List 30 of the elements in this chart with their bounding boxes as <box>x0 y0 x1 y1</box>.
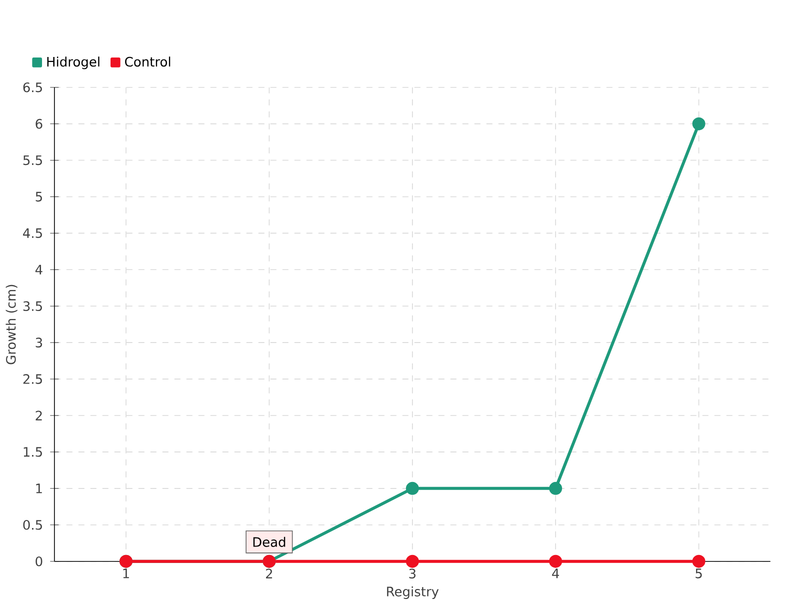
annotation: Dead <box>253 536 286 547</box>
x-tick-label: 2 <box>266 568 272 578</box>
y-tick-label: 4.5 <box>23 228 42 238</box>
point <box>549 482 562 495</box>
y-tick-label: 0 <box>36 556 42 566</box>
y-tick-label: 1.5 <box>24 447 42 457</box>
y-tick-label: 2 <box>36 410 42 420</box>
y-tick-label: 6 <box>36 118 42 129</box>
y-tick-label: 2.5 <box>23 374 42 384</box>
y-tick-label: 0.5 <box>23 520 42 530</box>
y-tick-label: 6.5 <box>23 82 42 92</box>
x-tick-label: 4 <box>552 568 559 578</box>
y-tick-label: 4 <box>35 264 42 274</box>
y-axis-title: Growth (cm) <box>6 284 18 364</box>
y-tick-label: 1 <box>36 484 42 494</box>
x-tick-label: 1 <box>123 568 129 578</box>
y-tick-label: 5.5 <box>23 155 42 166</box>
point <box>692 554 706 568</box>
point <box>549 554 562 568</box>
x-axis-title: Registry <box>387 586 439 599</box>
legend-label: Control <box>125 56 170 67</box>
point <box>406 482 419 495</box>
point <box>406 554 419 568</box>
x-tick-label: 5 <box>696 568 702 578</box>
legend-label: Hidrogel <box>47 56 100 70</box>
x-tick-label: 3 <box>409 568 416 579</box>
y-tick-label: 5 <box>36 192 42 202</box>
point <box>692 117 706 130</box>
y-tick-label: 3.5 <box>23 301 42 312</box>
y-tick-label: 3 <box>36 338 42 348</box>
